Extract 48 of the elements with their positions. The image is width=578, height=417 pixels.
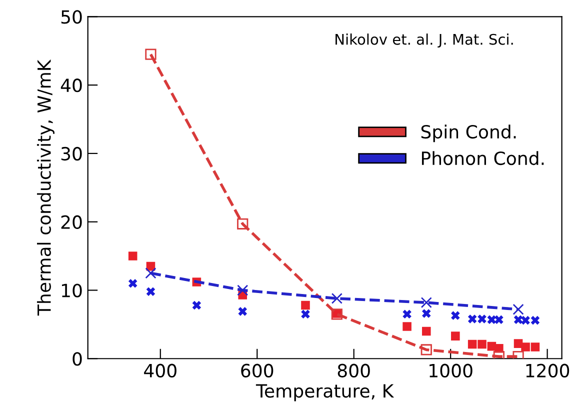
point [530,316,540,325]
y-tick-label: 40 [60,78,82,92]
point [512,304,524,315]
point [451,332,460,340]
point [301,300,310,310]
point [237,284,248,296]
point [128,252,138,260]
y-tick-label: 20 [61,215,82,229]
point [145,268,156,279]
x-tick-label: 1200 [526,364,570,378]
point [238,307,248,316]
point [514,315,523,324]
point [530,342,540,352]
annotation: Nikolov et. al. J. Mat. Sci. [336,34,513,48]
legend-label: Spin Cond. [421,124,516,142]
y-tick-label: 50 [61,10,82,24]
x-axis-title: Temperature, K [256,384,394,402]
point [402,322,412,331]
x-tick-label: 1000 [430,364,472,378]
x-tick-label: 800 [338,364,370,378]
point [478,340,486,349]
point [468,314,477,324]
point [521,342,530,352]
point [487,315,496,324]
point [128,279,138,288]
point [301,310,310,319]
point [402,310,412,319]
point [422,326,431,336]
y-tick-label: 30 [61,146,82,161]
point [146,287,156,296]
x-tick-label: 600 [241,364,274,378]
point [237,218,248,230]
point [451,311,460,320]
y-axis-title: Thermal conductivity, W/mK [36,59,54,316]
point [494,315,504,324]
legend-label: Phonon Cond. [422,151,544,166]
x-tick-label: 400 [144,364,176,378]
point [331,292,342,304]
point [420,344,432,356]
y-tick-label: 0 [72,352,82,366]
point [420,296,432,308]
point [478,314,486,324]
y-tick-label: 10 [62,284,82,298]
point [145,48,156,60]
point [422,309,431,318]
point [468,340,477,349]
point [521,316,530,325]
point [192,300,202,310]
